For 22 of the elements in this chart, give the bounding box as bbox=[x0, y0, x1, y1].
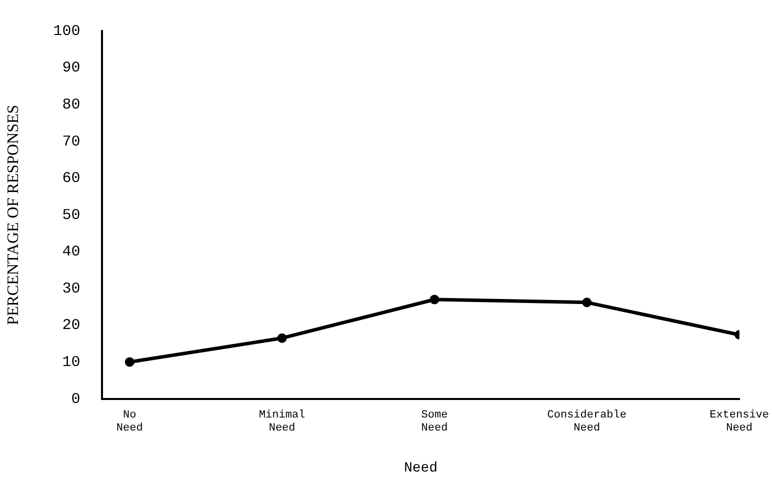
y-tick-label: 80 bbox=[62, 96, 80, 114]
x-tick-label: No Need bbox=[116, 409, 143, 435]
x-tick-label: Considerable Need bbox=[547, 409, 626, 435]
y-axis-title: PERCENTAGE OF RESPONSES bbox=[4, 104, 22, 325]
y-tick-label: 30 bbox=[62, 280, 80, 298]
point bbox=[124, 357, 134, 367]
y-tick-label: 10 bbox=[62, 354, 80, 371]
y-tick-label: 20 bbox=[62, 317, 80, 334]
point bbox=[277, 333, 287, 343]
point bbox=[582, 298, 592, 308]
y-tick-label: 40 bbox=[62, 244, 80, 261]
y-tick-label: 90 bbox=[62, 60, 80, 77]
y-tick-label: 70 bbox=[62, 133, 80, 150]
x-tick-label: Minimal Need bbox=[258, 409, 306, 435]
y-tick-label: 0 bbox=[71, 390, 80, 408]
x-tick-label: Extensive Need bbox=[710, 409, 770, 435]
x-axis-title: Need bbox=[404, 460, 438, 476]
y-tick-label: 50 bbox=[62, 206, 80, 224]
point bbox=[430, 294, 440, 304]
x-tick-label: Some Need bbox=[421, 409, 448, 435]
y-tick-label: 100 bbox=[53, 22, 80, 40]
y-tick-label: 60 bbox=[62, 170, 80, 188]
